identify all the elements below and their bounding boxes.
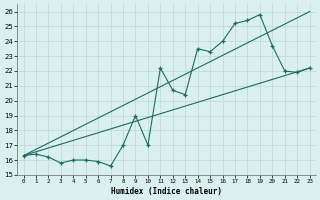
X-axis label: Humidex (Indice chaleur): Humidex (Indice chaleur) xyxy=(111,187,222,196)
